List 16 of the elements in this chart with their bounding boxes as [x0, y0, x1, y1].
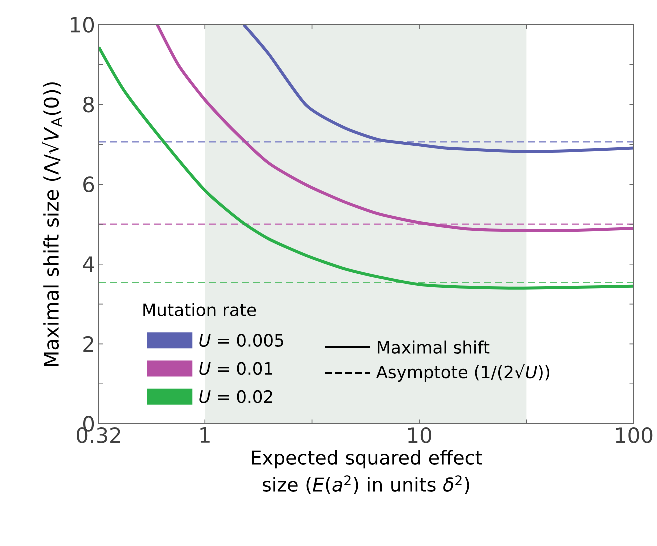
y-tick-label: 10: [71, 17, 94, 33]
y-tick-label: 8: [84, 96, 94, 113]
legend-label: U = 0.005: [200, 334, 284, 348]
annotation: Asymptote (1/(2√U)): [376, 364, 550, 382]
x-tick-label: 100: [616, 428, 653, 444]
y-tick-label: 6: [84, 176, 94, 193]
y-axis-title: Maximal shift size (Λ/√V$_{A}$(0)): [42, 82, 62, 366]
annotation: Maximal shift: [378, 340, 490, 354]
legend-title: Mutation rate: [144, 303, 256, 316]
text: Expected squared effect size (E(a$^{2}$) in units δ$^{2}$): [252, 450, 482, 494]
y-tick-label: 2: [84, 336, 94, 352]
y-tick-label: 4: [83, 256, 94, 272]
legend-label: U = 0.02: [200, 390, 272, 404]
legend-label: U = 0.01: [200, 362, 272, 376]
x-tick-label: 1: [200, 428, 210, 443]
x-tick-label: 10: [408, 428, 432, 444]
